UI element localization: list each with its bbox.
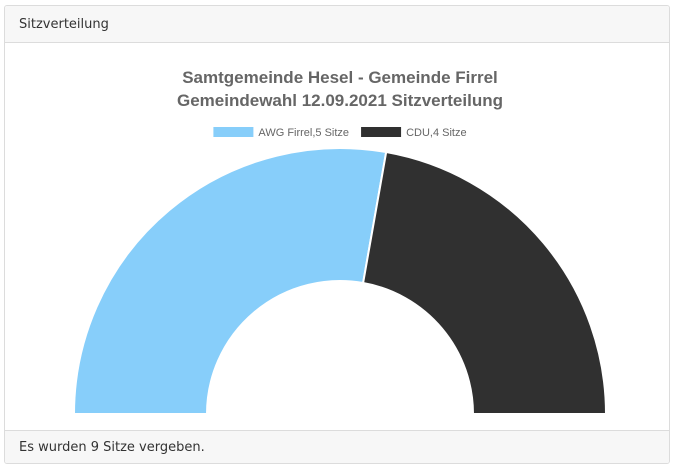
arc-segment-2[interactable] [361, 150, 608, 415]
seat-distribution-panel: Sitzverteilung Samtgemeinde Hesel - Geme… [4, 5, 670, 464]
legend-swatch-2 [361, 127, 402, 137]
chart-arcs [72, 147, 608, 415]
panel-body: Samtgemeinde Hesel - Gemeinde Firrel Gem… [5, 43, 669, 431]
panel-header: Sitzverteilung [5, 6, 669, 43]
legend-swatch-1 [213, 127, 254, 137]
legend-label-1: AWG Firrel,5 Sitze [258, 127, 349, 139]
chart-title-line-2: Gemeindewahl 12.09.2021 Sitzverteilung [177, 91, 503, 110]
chart-legend: AWG Firrel,5 Sitze CDU,4 Sitze [213, 127, 467, 139]
seat-chart: Samtgemeinde Hesel - Gemeinde Firrel Gem… [72, 68, 608, 415]
arc-segment-1[interactable] [72, 147, 388, 415]
legend-label-2: CDU,4 Sitze [406, 127, 467, 139]
panel-footer: Es wurden 9 Sitze vergeben. [5, 430, 669, 463]
chart-title-line-1: Samtgemeinde Hesel - Gemeinde Firrel [182, 68, 498, 87]
